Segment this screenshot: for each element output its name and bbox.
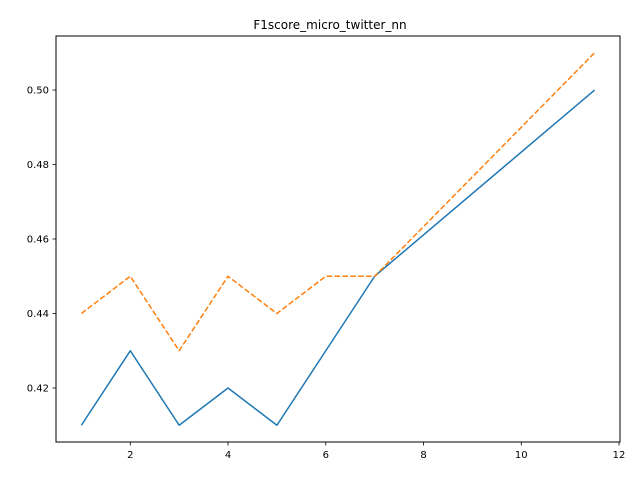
y-tick-label: 0.44: [27, 309, 49, 320]
x-tick-label: 8: [420, 450, 426, 461]
y-tick-label: 0.46: [27, 235, 49, 246]
x-tick-label: 10: [515, 450, 528, 461]
y-tick-label: 0.48: [27, 160, 49, 171]
series-layer: [80, 52, 596, 426]
x-tick-label: 6: [323, 450, 329, 461]
x-tick-label: 12: [613, 450, 626, 461]
x-tick-label: 4: [225, 450, 231, 461]
series-line-1: [80, 89, 596, 426]
y-axis: 0.42 0.44 0.46 0.48 0.50: [27, 86, 56, 394]
chart-title: F1score_micro_twitter_nn: [253, 18, 406, 32]
y-tick-label: 0.42: [27, 383, 49, 394]
plot-frame: [55, 35, 621, 443]
series-line-2: [80, 52, 596, 352]
x-tick-label: 2: [127, 450, 133, 461]
x-axis: 2 4 6 8 10 12: [127, 442, 625, 461]
y-tick-label: 0.50: [27, 86, 49, 97]
